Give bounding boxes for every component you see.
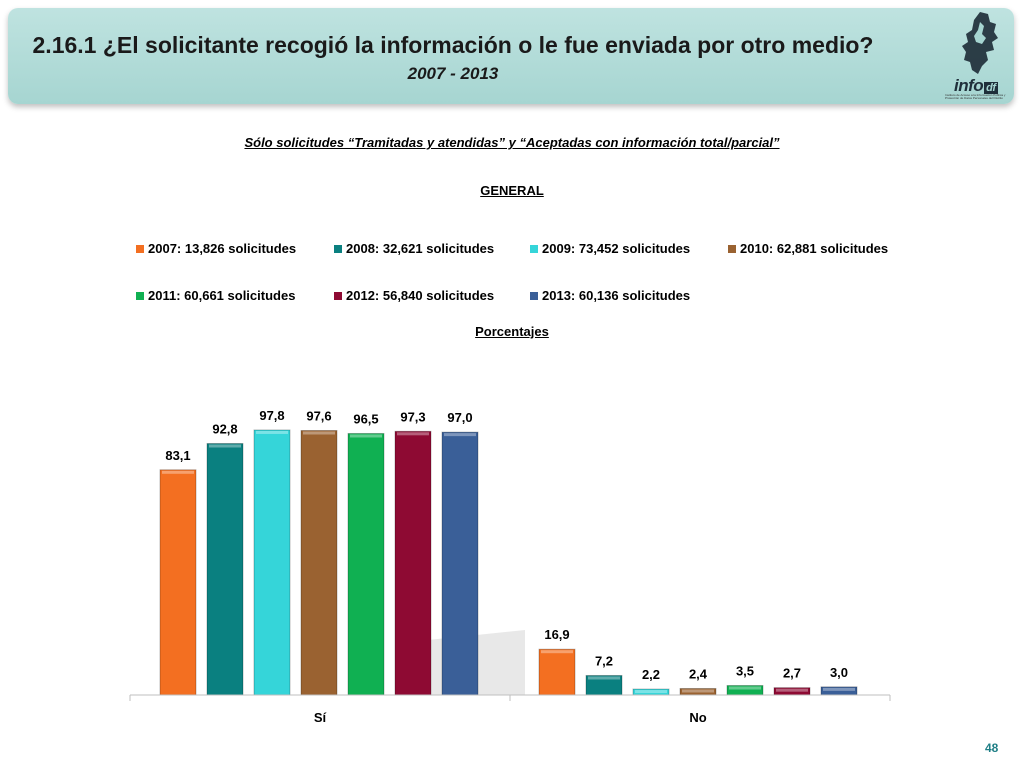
legend-swatch <box>334 244 342 253</box>
data-label: 3,5 <box>736 664 754 679</box>
page-title: 2.16.1 ¿El solicitante recogió la inform… <box>32 32 874 58</box>
legend-item-2009: 2009: 73,452 solicitudes <box>530 241 690 256</box>
data-label: 97,8 <box>259 408 284 423</box>
bar <box>394 430 432 696</box>
data-label: 83,1 <box>165 448 190 463</box>
bar <box>538 648 576 696</box>
logo-wordmark: info df <box>954 76 998 95</box>
legend-label: 2007: 13,826 solicitudes <box>148 241 297 256</box>
legend-swatch <box>136 244 144 253</box>
page-number: 48 <box>985 741 999 755</box>
category-tick-label: No <box>689 710 706 725</box>
bar <box>441 431 479 696</box>
logo-subtext: Instituto de Acceso a la Información Púb… <box>945 94 1006 100</box>
title-banner <box>8 8 1014 104</box>
data-label: 2,4 <box>689 666 708 681</box>
legend-item-2007: 2007: 13,826 solicitudes <box>136 241 296 256</box>
bar-highlight <box>397 432 429 436</box>
bar-highlight <box>256 430 288 434</box>
bar-highlight <box>823 687 855 691</box>
data-label: 2,2 <box>642 667 660 682</box>
legend-item-2008: 2008: 32,621 solicitudes <box>334 241 494 256</box>
legend-label: 2009: 73,452 solicitudes <box>542 241 691 256</box>
bar-highlight <box>350 434 382 438</box>
legend-swatch <box>334 291 342 300</box>
legend-swatch <box>530 244 538 253</box>
chart-subtitle: Sólo solicitudes “Tramitadas y atendidas… <box>244 135 780 150</box>
bar-highlight <box>162 470 194 474</box>
legend-swatch <box>530 291 538 300</box>
bar-highlight <box>682 689 714 693</box>
bar-highlight <box>541 650 573 654</box>
bar <box>253 429 291 696</box>
section-label: GENERAL <box>480 183 544 198</box>
legend-label: 2013: 60,136 solicitudes <box>542 288 691 303</box>
legend-item-2010: 2010: 62,881 solicitudes <box>728 241 888 256</box>
data-label: 16,9 <box>544 627 569 642</box>
bar-highlight <box>635 690 667 694</box>
legend-label: 2008: 32,621 solicitudes <box>346 241 495 256</box>
bar <box>300 430 338 696</box>
legend-item-2011: 2011: 60,661 solicitudes <box>136 288 295 303</box>
bar-highlight <box>776 688 808 692</box>
infodf-logo-icon <box>962 12 998 74</box>
bar <box>159 469 197 696</box>
data-label: 3,0 <box>830 665 848 680</box>
legend-swatch <box>728 244 736 253</box>
bar-highlight <box>729 686 761 690</box>
legend-item-2013: 2013: 60,136 solicitudes <box>530 288 690 303</box>
data-label: 96,5 <box>353 411 378 426</box>
legend-item-2012: 2012: 56,840 solicitudes <box>334 288 494 303</box>
data-label: 97,0 <box>447 410 472 425</box>
legend-label: 2012: 56,840 solicitudes <box>346 288 495 303</box>
year-range: 2007 - 2013 <box>407 64 499 83</box>
data-label: 2,7 <box>783 666 801 681</box>
data-label: 97,6 <box>306 409 331 424</box>
bar-highlight <box>588 676 620 680</box>
bar <box>206 443 244 696</box>
data-label: 97,3 <box>400 409 425 424</box>
legend-label: 2010: 62,881 solicitudes <box>740 241 889 256</box>
bar-highlight <box>444 433 476 437</box>
bar <box>347 432 385 696</box>
bar-highlight <box>209 444 241 448</box>
data-label: 7,2 <box>595 653 613 668</box>
legend-label: 2011: 60,661 solicitudes <box>148 288 296 303</box>
category-tick-label: Sí <box>314 710 327 725</box>
legend-swatch <box>136 291 144 300</box>
bar-highlight <box>303 431 335 435</box>
data-label: 92,8 <box>212 422 237 437</box>
unit-label: Porcentajes <box>475 324 549 339</box>
